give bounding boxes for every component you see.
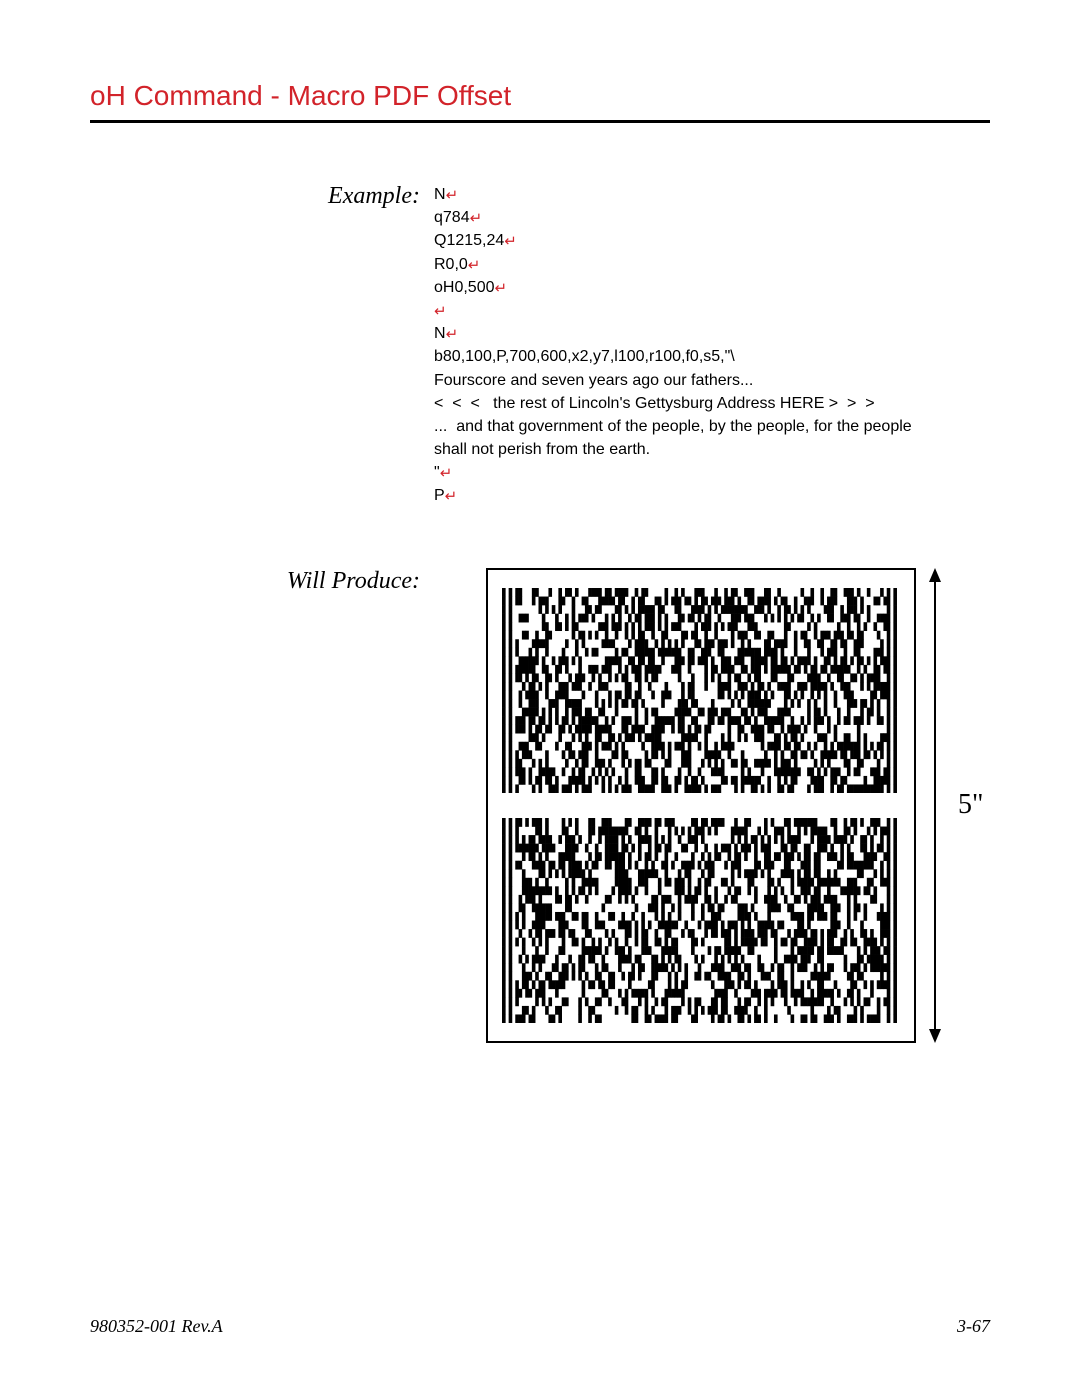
crlf-icon: ↵ — [495, 278, 508, 300]
barcode-box — [486, 568, 916, 1043]
code-text: Fourscore and seven years ago our father… — [434, 372, 753, 389]
produce-section: Will Produce: 5" — [90, 568, 990, 1043]
barcode-output: 5" — [486, 568, 983, 1043]
dimension-label: 5" — [958, 789, 983, 821]
code-line: "↵ — [434, 461, 990, 484]
title-rule — [90, 120, 990, 123]
code-text: P — [434, 487, 445, 504]
code-line: N↵ — [434, 322, 990, 345]
footer-right: 3-67 — [957, 1316, 990, 1337]
page-title: oH Command - Macro PDF Offset — [90, 80, 990, 112]
code-text: oH0,500 — [434, 279, 495, 296]
pdf417-barcode — [502, 818, 900, 1023]
code-text: < < < the rest of Lincoln's Gettysburg A… — [434, 395, 875, 412]
crlf-icon: ↵ — [446, 324, 459, 346]
code-line: ... and that government of the people, b… — [434, 415, 990, 438]
example-code: N↵q784↵Q1215,24↵R0,0↵oH0,500↵↵N↵b80,100,… — [434, 183, 990, 508]
crlf-icon: ↵ — [445, 486, 458, 508]
crlf-icon: ↵ — [504, 231, 517, 253]
code-text: N — [434, 325, 446, 342]
code-line: q784↵ — [434, 206, 990, 229]
code-line: N↵ — [434, 183, 990, 206]
crlf-icon: ↵ — [470, 208, 483, 230]
page: oH Command - Macro PDF Offset Example: N… — [0, 0, 1080, 1397]
crlf-icon: ↵ — [440, 463, 453, 485]
crlf-icon: ↵ — [434, 301, 447, 323]
code-text: Q1215,24 — [434, 232, 504, 249]
code-line: oH0,500↵ — [434, 276, 990, 299]
code-line: Q1215,24↵ — [434, 229, 990, 252]
code-line: b80,100,P,700,600,x2,y7,l100,r100,f0,s5,… — [434, 345, 990, 368]
pdf417-barcode — [502, 588, 900, 793]
code-line: P↵ — [434, 484, 990, 507]
code-text: b80,100,P,700,600,x2,y7,l100,r100,f0,s5,… — [434, 348, 735, 365]
code-line: shall not perish from the earth. — [434, 438, 990, 461]
code-line: R0,0↵ — [434, 253, 990, 276]
code-text: shall not perish from the earth. — [434, 441, 650, 458]
dimension-callout: 5" — [928, 568, 983, 1043]
crlf-icon: ↵ — [468, 255, 481, 277]
footer-left: 980352-001 Rev.A — [90, 1316, 223, 1337]
code-line: ↵ — [434, 299, 990, 322]
code-text: N — [434, 186, 446, 203]
code-text: R0,0 — [434, 256, 468, 273]
code-text: q784 — [434, 209, 470, 226]
example-section: Example: N↵q784↵Q1215,24↵R0,0↵oH0,500↵↵N… — [90, 183, 990, 508]
example-label: Example: — [90, 183, 434, 210]
code-text: ... and that government of the people, b… — [434, 418, 912, 435]
code-line: Fourscore and seven years ago our father… — [434, 369, 990, 392]
page-footer: 980352-001 Rev.A 3-67 — [90, 1316, 990, 1337]
dimension-arrow-icon — [928, 568, 942, 1043]
produce-label: Will Produce: — [90, 568, 434, 595]
code-line: < < < the rest of Lincoln's Gettysburg A… — [434, 392, 990, 415]
crlf-icon: ↵ — [446, 185, 459, 207]
